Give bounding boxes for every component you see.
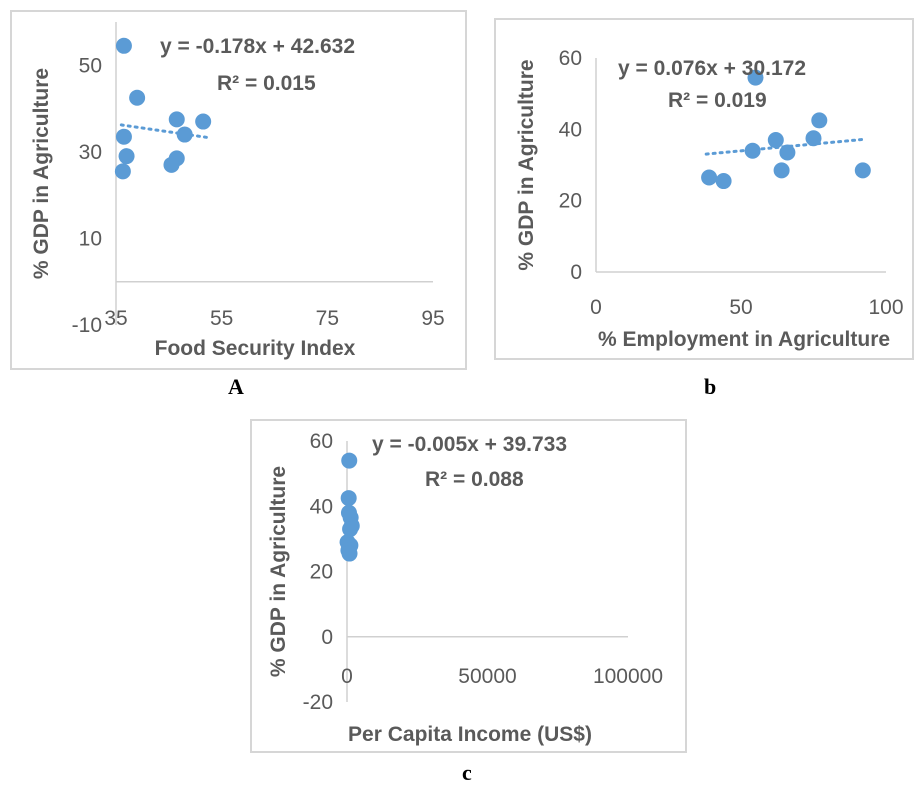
x-axis-title: Food Security Index bbox=[155, 337, 356, 360]
x-axis-title: Per Capita Income (US$) bbox=[348, 723, 592, 746]
y-tick-label: 40 bbox=[559, 118, 582, 141]
y-tick-label: 40 bbox=[310, 495, 333, 518]
chart-frame bbox=[494, 18, 914, 360]
data-point bbox=[779, 144, 796, 161]
data-point bbox=[805, 130, 822, 147]
y-axis-title: % GDP in Agriculture bbox=[515, 59, 538, 270]
chart-panel-c: -20 0 20 40 60 0 50000 100000 Per Capita Income … bbox=[250, 419, 687, 753]
chart-panel-b: 0 20 40 60 0 50 100 % Employment in Agriculture… bbox=[494, 18, 914, 360]
data-point bbox=[115, 128, 132, 145]
data-point bbox=[341, 545, 358, 562]
y-tick-label: 50 bbox=[79, 54, 102, 77]
y-axis-title: % GDP in Agriculture bbox=[30, 68, 53, 279]
trendline bbox=[119, 123, 210, 140]
y-tick-label: 20 bbox=[310, 561, 333, 584]
data-point bbox=[773, 162, 790, 179]
x-axis-title: % Employment in Agriculture bbox=[598, 328, 890, 351]
data-point bbox=[854, 162, 871, 179]
panel-caption-a: A bbox=[228, 374, 244, 399]
y-tick-label: 0 bbox=[570, 261, 582, 284]
trendline-equation: y = -0.178x + 42.632 bbox=[160, 35, 355, 58]
x-tick-label: 100 bbox=[868, 296, 903, 319]
y-tick-label: 0 bbox=[321, 626, 333, 649]
x-tick-label: 55 bbox=[210, 307, 233, 330]
data-point bbox=[747, 69, 764, 86]
data-point bbox=[168, 111, 185, 128]
data-point bbox=[342, 521, 359, 538]
trendline-equation: y = -0.005x + 39.733 bbox=[372, 433, 567, 456]
x-tick-label: 35 bbox=[104, 307, 127, 330]
data-point bbox=[340, 490, 357, 507]
panel-caption-c: c bbox=[462, 760, 472, 785]
data-point bbox=[115, 37, 132, 54]
panel-caption-b: b bbox=[704, 374, 717, 399]
x-tick-label: 75 bbox=[316, 307, 339, 330]
trendline-equation: y = 0.076x + 30.172 bbox=[618, 57, 806, 80]
data-point bbox=[129, 89, 146, 106]
y-tick-label: 10 bbox=[79, 227, 102, 250]
y-tick-label: 30 bbox=[79, 141, 102, 164]
r-squared-label: R² = 0.088 bbox=[425, 468, 524, 491]
data-point bbox=[163, 156, 180, 173]
y-tick-label: 60 bbox=[310, 430, 333, 453]
data-point bbox=[701, 169, 718, 186]
data-point bbox=[715, 173, 732, 190]
data-point bbox=[811, 112, 828, 129]
scatter-chart-a: -10 10 30 50 35 55 75 95 Food Security Index % GD… bbox=[10, 10, 467, 370]
x-tick-label: 95 bbox=[421, 307, 444, 330]
y-axis-title: % GDP in Agriculture bbox=[267, 466, 290, 677]
data-point bbox=[114, 163, 131, 180]
x-tick-label: 0 bbox=[341, 665, 353, 688]
y-tick-label: 20 bbox=[559, 190, 582, 213]
x-tick-label: 50000 bbox=[458, 665, 516, 688]
scatter-chart-c: -20 0 20 40 60 0 50000 100000 Per Capita Income … bbox=[250, 419, 687, 753]
y-tick-label: -10 bbox=[72, 314, 102, 337]
chart-panel-a: -10 10 30 50 35 55 75 95 Food Security Index % GD… bbox=[10, 10, 467, 370]
x-tick-label: 0 bbox=[590, 296, 602, 319]
r-squared-label: R² = 0.019 bbox=[668, 89, 767, 112]
data-point bbox=[744, 142, 761, 159]
data-point bbox=[195, 113, 212, 130]
y-tick-label: -20 bbox=[303, 691, 333, 714]
x-tick-label: 100000 bbox=[593, 665, 663, 688]
x-tick-label: 50 bbox=[729, 296, 752, 319]
data-point bbox=[118, 148, 135, 165]
data-point bbox=[341, 452, 358, 469]
r-squared-label: R² = 0.015 bbox=[217, 72, 316, 95]
scatter-chart-b: 0 20 40 60 0 50 100 % Employment in Agriculture… bbox=[494, 18, 914, 360]
data-point bbox=[176, 126, 193, 143]
chart-frame bbox=[10, 10, 467, 370]
data-point bbox=[767, 132, 784, 149]
y-tick-label: 60 bbox=[559, 47, 582, 70]
chart-frame bbox=[250, 419, 687, 753]
